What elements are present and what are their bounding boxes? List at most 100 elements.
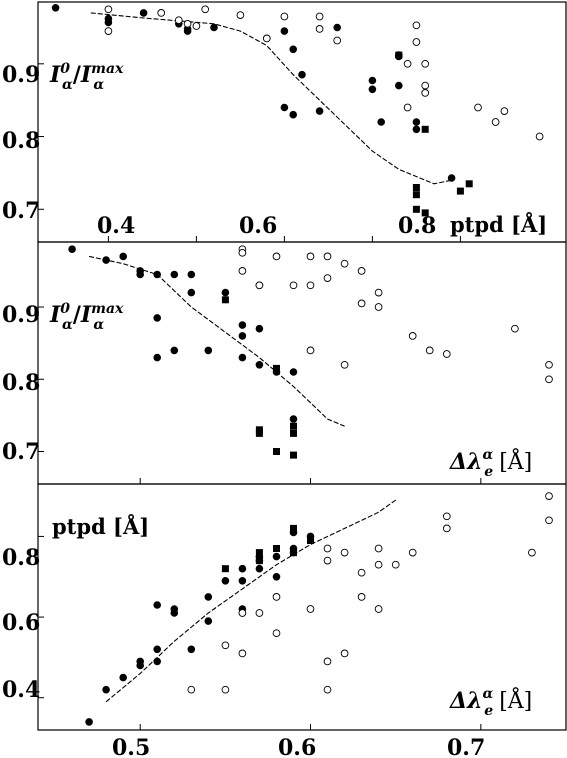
data-point-open bbox=[412, 21, 421, 30]
data-point-filled bbox=[394, 81, 403, 90]
bottom-ytick-label: 0.6 bbox=[2, 610, 40, 636]
data-point-open bbox=[323, 556, 332, 565]
data-point-open bbox=[357, 267, 366, 275]
data-point-filled bbox=[170, 346, 179, 355]
data-point-open bbox=[238, 267, 247, 275]
data-point-filled bbox=[412, 125, 421, 134]
data-point-open bbox=[340, 548, 349, 557]
data-point-open bbox=[357, 568, 366, 577]
data-point-open bbox=[374, 288, 383, 297]
bottom-ylabel: ptpd [Å] bbox=[52, 514, 149, 539]
data-point-open bbox=[357, 299, 366, 308]
data-point-filled bbox=[377, 118, 386, 126]
data-point-filled bbox=[289, 368, 298, 376]
data-point-square bbox=[273, 448, 280, 455]
data-point-filled bbox=[204, 346, 213, 355]
top-panel-frame bbox=[37, 1, 567, 243]
data-point-filled bbox=[153, 353, 162, 362]
bottom-xtick-label: 0.5 bbox=[112, 735, 150, 758]
bottom-ytick-label: 0.4 bbox=[2, 677, 40, 703]
data-point-filled bbox=[298, 70, 306, 79]
data-point-filled bbox=[412, 118, 421, 126]
data-point-filled bbox=[333, 23, 342, 32]
data-point-filled bbox=[136, 270, 145, 279]
bottom-xtick-label: 0.6 bbox=[278, 735, 316, 758]
data-point-open bbox=[315, 12, 324, 21]
fit-line bbox=[88, 255, 345, 427]
data-point-open bbox=[374, 605, 383, 613]
data-point-open bbox=[157, 9, 166, 17]
data-point-filled bbox=[183, 27, 192, 35]
top-xtick-label: 0.8 bbox=[398, 213, 436, 239]
middle-ytick-label: 0.8 bbox=[2, 370, 40, 396]
data-point-open bbox=[323, 657, 332, 666]
data-point-filled bbox=[238, 353, 247, 362]
middle-panel-marks bbox=[38, 245, 553, 484]
data-point-open bbox=[403, 103, 412, 112]
data-point-filled bbox=[139, 9, 148, 17]
data-point-open bbox=[421, 81, 430, 90]
data-point-filled bbox=[289, 415, 298, 423]
data-point-filled bbox=[68, 245, 76, 254]
data-point-square bbox=[290, 524, 297, 532]
data-point-open bbox=[272, 252, 281, 261]
data-point-filled bbox=[238, 564, 247, 573]
data-point-open bbox=[545, 492, 553, 500]
data-point-open bbox=[528, 548, 536, 557]
data-point-filled bbox=[102, 685, 110, 694]
data-point-filled bbox=[255, 360, 264, 369]
data-point-open bbox=[221, 641, 230, 650]
data-point-open bbox=[272, 629, 281, 638]
data-point-filled bbox=[204, 593, 213, 601]
data-point-filled bbox=[289, 110, 298, 119]
fit-line bbox=[105, 499, 397, 703]
data-point-open bbox=[221, 685, 230, 694]
data-point-open bbox=[104, 5, 113, 14]
data-point-open bbox=[374, 560, 383, 569]
data-point-square bbox=[421, 125, 429, 133]
data-point-filled bbox=[187, 270, 196, 279]
data-point-open bbox=[306, 252, 315, 261]
data-point-open bbox=[238, 609, 247, 617]
data-point-square bbox=[456, 187, 464, 195]
data-point-filled bbox=[170, 270, 179, 279]
data-point-open bbox=[421, 59, 430, 68]
data-point-open bbox=[174, 16, 183, 25]
data-point-open bbox=[442, 350, 451, 358]
data-point-filled bbox=[153, 645, 162, 654]
data-point-square bbox=[290, 451, 297, 459]
data-point-open bbox=[104, 27, 113, 35]
data-point-filled bbox=[255, 324, 264, 333]
middle-xlabel: Δλα e [Å] bbox=[449, 447, 532, 480]
data-point-square bbox=[307, 537, 314, 544]
data-point-open bbox=[183, 19, 192, 28]
bottom-panel-frame bbox=[37, 483, 567, 731]
data-point-square bbox=[255, 426, 263, 434]
data-point-open bbox=[280, 12, 289, 21]
data-point-open bbox=[442, 524, 451, 533]
data-point-open bbox=[374, 544, 383, 553]
data-point-square bbox=[255, 549, 263, 557]
bottom-ytick-label: 0.8 bbox=[2, 545, 40, 571]
data-point-open bbox=[408, 332, 417, 340]
top-xtick-label: 0.4 bbox=[97, 213, 135, 239]
data-point-filled bbox=[187, 645, 196, 654]
middle-ylabel: I0 α/Imax α bbox=[49, 301, 124, 333]
data-point-open bbox=[391, 560, 400, 569]
data-point-open bbox=[306, 346, 315, 355]
data-point-open bbox=[545, 375, 553, 384]
data-point-filled bbox=[368, 85, 377, 94]
data-point-open bbox=[323, 685, 332, 694]
data-point-open bbox=[500, 107, 509, 115]
data-point-square bbox=[412, 205, 420, 213]
data-point-square bbox=[395, 51, 403, 59]
data-point-square bbox=[412, 191, 420, 199]
bottom-panel-marks bbox=[38, 492, 553, 730]
fit-line bbox=[90, 12, 452, 185]
data-point-open bbox=[340, 649, 349, 658]
data-point-open bbox=[306, 281, 315, 290]
data-point-square bbox=[465, 180, 473, 188]
data-point-open bbox=[255, 281, 264, 290]
data-point-filled bbox=[153, 270, 162, 279]
data-point-open bbox=[545, 360, 553, 369]
